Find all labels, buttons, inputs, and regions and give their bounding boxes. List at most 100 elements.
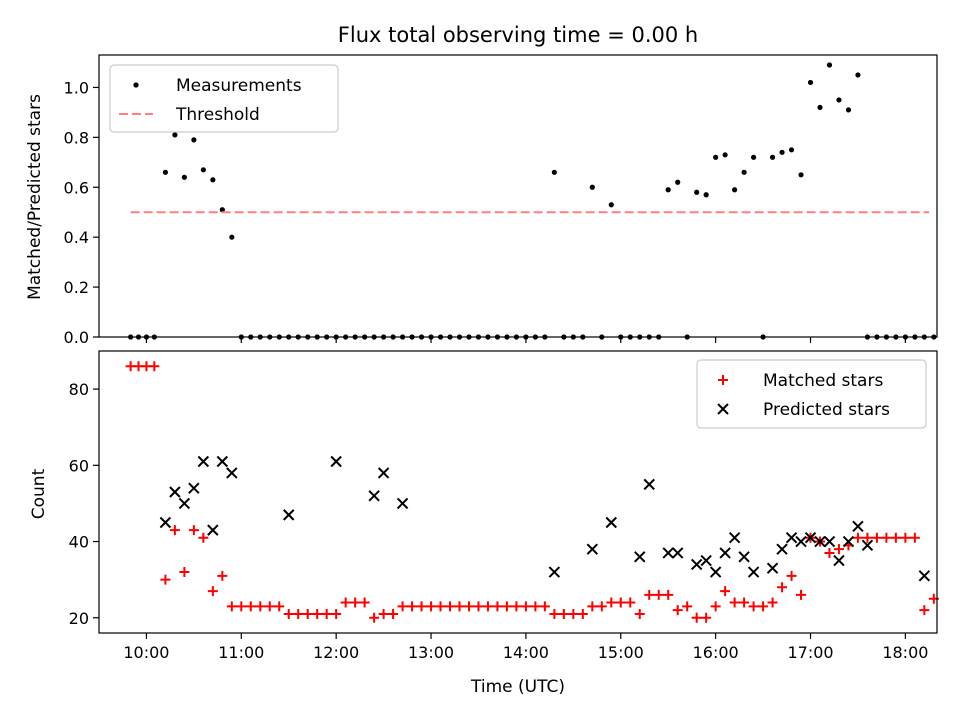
data-point — [807, 79, 814, 86]
data-point — [501, 601, 512, 612]
data-point — [741, 169, 747, 175]
data-point — [283, 509, 295, 521]
data-point — [817, 104, 823, 111]
data-point — [340, 597, 351, 608]
data-point — [283, 608, 294, 619]
data-point — [788, 147, 795, 153]
data-point — [169, 525, 180, 536]
x-tick-label: 13:00 — [408, 643, 454, 662]
top-legend: Measurements Threshold — [109, 64, 339, 133]
data-point — [644, 589, 655, 600]
data-point — [814, 535, 826, 548]
legend-box — [109, 64, 339, 133]
data-point — [198, 532, 209, 543]
data-point — [608, 202, 614, 208]
data-point — [823, 535, 836, 548]
data-point — [852, 520, 864, 533]
data-point — [871, 532, 882, 543]
data-point — [700, 554, 712, 567]
data-point — [615, 597, 626, 608]
data-point — [416, 601, 427, 612]
data-point — [377, 467, 390, 479]
data-point — [710, 601, 721, 612]
legend-label: Matched stars — [763, 371, 883, 391]
data-point — [331, 608, 342, 619]
data-point — [720, 586, 731, 597]
y-tick-label: 80 — [69, 380, 89, 399]
x-tick-label: 10:00 — [123, 643, 169, 662]
data-point — [159, 516, 172, 529]
data-point — [662, 547, 674, 559]
data-point — [378, 608, 389, 619]
bottom-plot-area: 20 40 60 80 10:00 11:00 12:00 13:00 14:00 15:00 16… — [69, 350, 939, 662]
data-point — [407, 601, 418, 612]
data-point — [191, 137, 197, 143]
legend-marker — [717, 403, 729, 415]
top-plot-area: 0.0 0.2 0.4 0.6 0.8 1.0 — [64, 54, 938, 347]
top-y-axis-label: Matched/Predicted stars — [25, 94, 45, 300]
data-point — [172, 132, 178, 138]
data-point — [852, 532, 863, 543]
data-point — [767, 597, 778, 608]
data-point — [732, 187, 738, 193]
data-point — [482, 601, 493, 612]
y-tick-label: 0.0 — [64, 328, 89, 347]
data-point — [900, 532, 911, 543]
data-point — [568, 608, 579, 619]
data-point — [397, 601, 408, 612]
legend-label: Measurements — [176, 76, 302, 96]
data-point — [255, 601, 266, 612]
data-point — [672, 605, 683, 616]
data-point — [188, 482, 200, 494]
data-point — [758, 601, 769, 612]
x-tick-label: 14:00 — [503, 643, 549, 662]
x-tick-label: 17:00 — [787, 643, 833, 662]
series-measurements — [128, 62, 937, 340]
data-point — [178, 497, 191, 510]
data-point — [426, 601, 437, 612]
data-point — [796, 589, 807, 600]
legend-marker — [133, 82, 139, 88]
data-point — [653, 589, 664, 600]
data-point — [881, 532, 892, 543]
legend-box — [696, 359, 927, 429]
y-tick-label: 20 — [69, 609, 89, 628]
data-point — [675, 179, 681, 185]
data-point — [836, 97, 842, 103]
data-point — [293, 608, 304, 619]
data-point — [264, 601, 275, 612]
data-point — [312, 608, 323, 619]
data-point — [634, 551, 646, 563]
y-tick-label: 1.0 — [64, 78, 89, 97]
data-point — [321, 608, 332, 619]
plot-frame — [98, 54, 938, 338]
data-point — [359, 597, 370, 608]
data-point — [589, 184, 595, 190]
data-point — [149, 361, 160, 372]
data-point — [207, 524, 219, 536]
data-point — [511, 601, 522, 612]
legend-label: Predicted stars — [763, 400, 890, 420]
data-point — [226, 601, 237, 612]
data-point — [779, 149, 785, 155]
data-point — [890, 532, 901, 543]
data-point — [596, 601, 607, 612]
data-point — [473, 601, 484, 612]
data-point — [388, 608, 399, 619]
data-point — [719, 547, 731, 559]
y-tick-label: 0.8 — [64, 128, 89, 147]
data-point — [709, 566, 722, 578]
data-point — [236, 601, 247, 612]
data-point — [605, 516, 617, 529]
data-point — [369, 612, 380, 623]
y-tick-label: 0.6 — [64, 178, 89, 197]
data-point — [577, 608, 588, 619]
data-point — [729, 597, 740, 608]
data-point — [748, 601, 759, 612]
data-point — [804, 532, 817, 544]
data-point — [551, 169, 557, 175]
data-point — [181, 174, 187, 180]
x-tick-label: 18:00 — [882, 643, 928, 662]
bottom-legend: Matched stars Predicted stars — [696, 359, 927, 429]
